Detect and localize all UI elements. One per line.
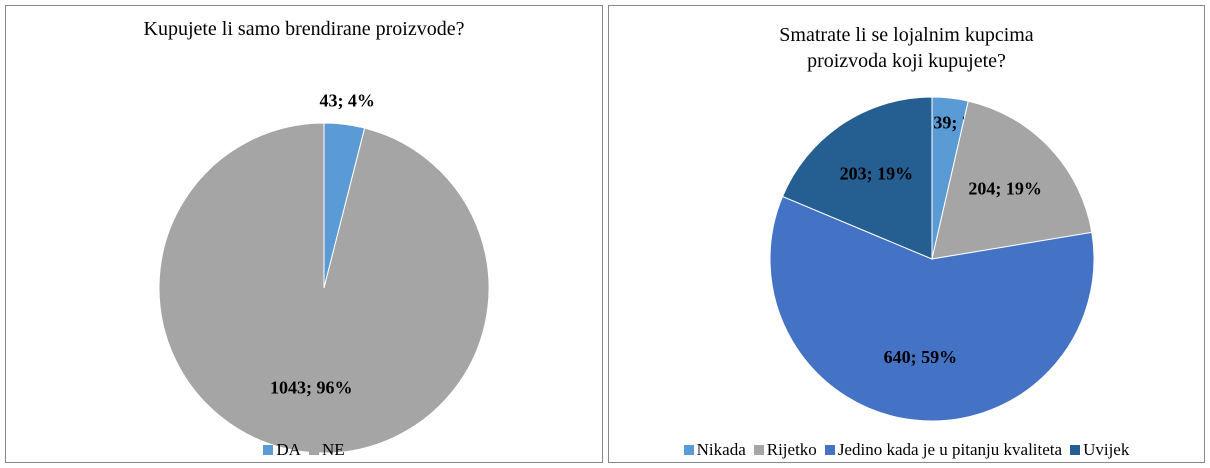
chart-panel: Kupujete li samo brendirane proizvode? 4…: [5, 5, 603, 463]
legend-swatch: [263, 445, 274, 455]
pie: 43; 4% 1043; 96%: [158, 91, 490, 454]
legend-label: Uvijek: [1083, 440, 1130, 459]
data-label: 203; 19%: [840, 164, 914, 184]
legend-label: NE: [321, 440, 345, 459]
legend-item: NE: [308, 440, 345, 459]
legend-item: Nikada: [683, 440, 746, 459]
legend-swatch: [753, 445, 764, 455]
chart-panel: Smatrate li se lojalnim kupcima proizvod…: [608, 5, 1205, 463]
data-label: 640; 59%: [884, 347, 958, 367]
chart-title: Smatrate li se lojalnim kupcima proizvod…: [779, 24, 1034, 72]
legend-label: Jedino kada je u pitanju kvaliteta: [837, 440, 1063, 459]
data-label: 43; 4%: [319, 91, 375, 111]
legend-item: Rijetko: [753, 440, 817, 459]
legend-item: DA: [263, 440, 301, 459]
legend-label: Rijetko: [766, 440, 817, 459]
pie-slice: [781, 96, 933, 260]
legend-swatch: [683, 445, 694, 455]
data-label: 1043; 96%: [270, 378, 353, 398]
legend: DA NE: [6, 440, 602, 460]
pie-slice: [769, 195, 1095, 422]
legend: Nikada Rijetko Jedino kada je u pitanju kv…: [609, 440, 1204, 460]
pie: 39; 3%204; 19%640; 59%203; 19%: [769, 96, 1095, 422]
legend-label: DA: [276, 440, 301, 459]
legend-swatch: [824, 445, 835, 455]
pie-slice: [931, 100, 1093, 260]
legend-item: Jedino kada je u pitanju kvaliteta: [824, 440, 1063, 459]
data-label: 204; 19%: [968, 178, 1042, 198]
legend-label: Nikada: [696, 440, 746, 459]
legend-swatch: [308, 445, 319, 455]
legend-item: Uvijek: [1070, 440, 1129, 459]
chart-title: Kupujete li samo brendirane proizvode?: [143, 18, 465, 40]
pie-slice: [158, 122, 490, 454]
legend-swatch: [1070, 445, 1081, 455]
